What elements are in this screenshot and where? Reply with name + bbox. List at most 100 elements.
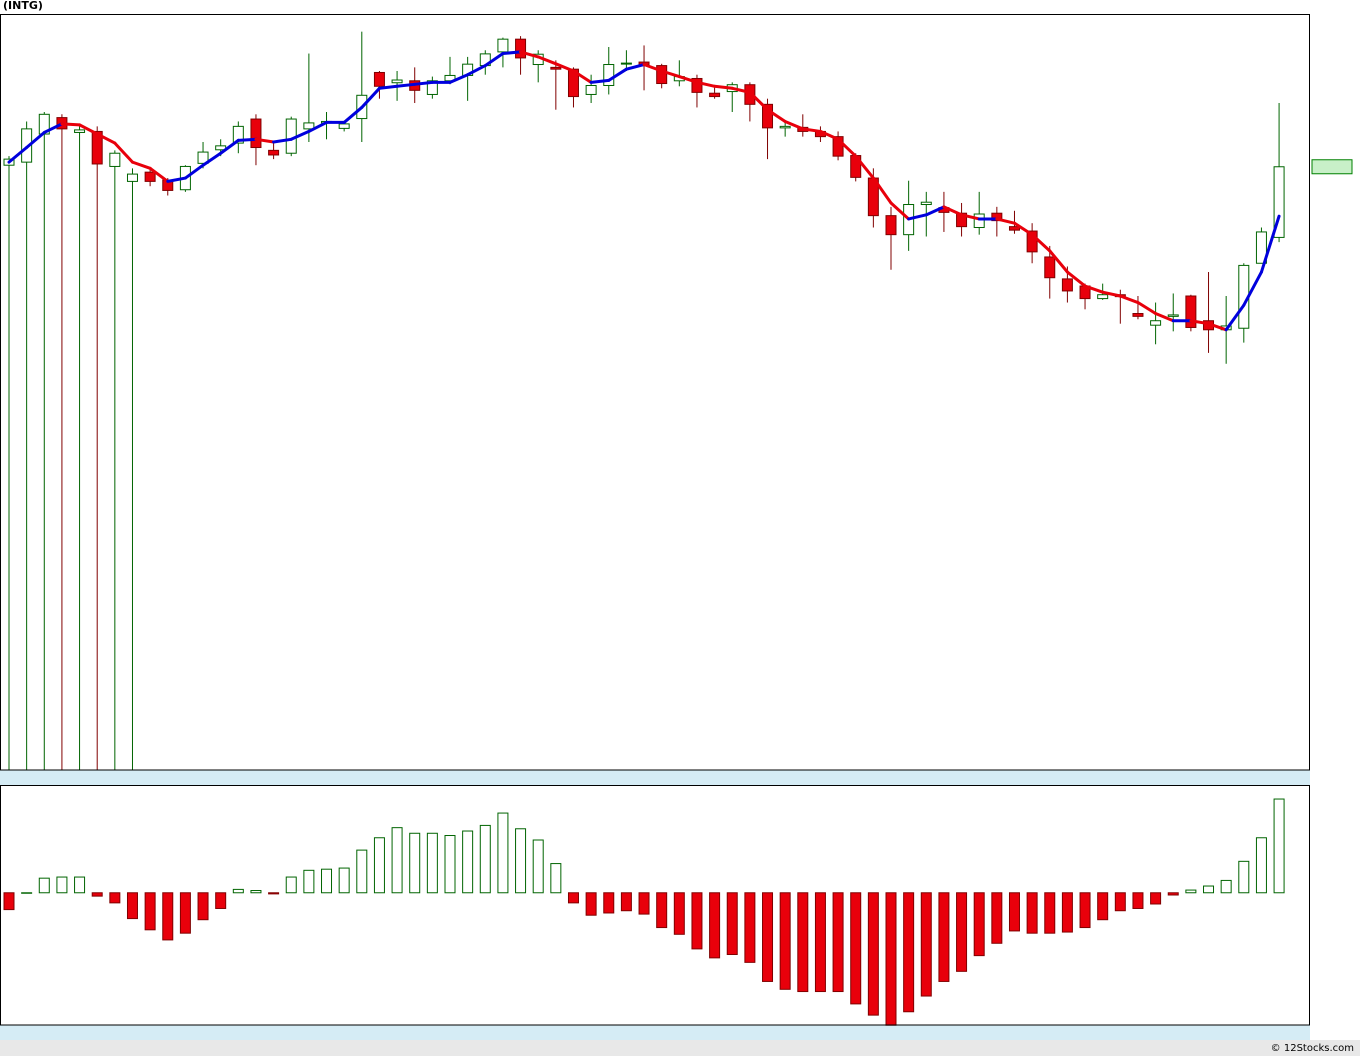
- price-box: [1311, 159, 1353, 175]
- ma-line: [42, 122, 64, 134]
- candle-body: [426, 80, 438, 95]
- candle-body: [1097, 294, 1109, 300]
- footer-bar: [0, 1040, 1360, 1056]
- ma-line: [677, 75, 699, 84]
- ma-line: [501, 50, 523, 56]
- macd-bar: [338, 867, 350, 894]
- macd-bar: [56, 876, 68, 894]
- candle-body: [920, 201, 932, 206]
- ma-line: [1136, 301, 1158, 316]
- candle-body: [1150, 320, 1162, 326]
- macd-bar: [144, 892, 156, 931]
- candle-body: [303, 122, 315, 130]
- ma-line: [871, 176, 893, 205]
- ma-line: [377, 84, 399, 90]
- ma-line: [1048, 249, 1069, 274]
- macd-bar: [585, 892, 597, 916]
- macd-bar: [1167, 892, 1179, 896]
- ma-line: [818, 129, 840, 141]
- macd-bar: [1097, 892, 1109, 921]
- ma-line: [166, 176, 187, 183]
- macd-bar: [21, 892, 33, 894]
- candle-body: [373, 71, 385, 87]
- ma-line: [307, 120, 329, 133]
- macd-bar: [691, 892, 703, 950]
- macd-bar: [109, 892, 121, 904]
- macd-bar: [973, 892, 985, 957]
- ma-line: [395, 82, 417, 88]
- ma-line: [536, 55, 558, 66]
- candle-body: [338, 123, 350, 129]
- macd-bar: [1203, 885, 1215, 894]
- panel-border: [0, 785, 1310, 1026]
- ma-line: [342, 105, 364, 124]
- candle-body: [885, 215, 897, 236]
- candle-body: [197, 151, 209, 164]
- macd-bar: [832, 892, 844, 993]
- candle-body: [232, 125, 244, 144]
- candle-body: [709, 92, 721, 98]
- macd-bar: [162, 892, 174, 941]
- macd-bar: [426, 832, 438, 894]
- candle-body: [991, 212, 1003, 222]
- macd-bar: [356, 849, 368, 894]
- candle-body: [1044, 256, 1056, 279]
- macd-bar: [1114, 892, 1126, 912]
- ma-line: [413, 80, 434, 86]
- macd-bar: [709, 892, 721, 959]
- ma-line: [466, 64, 487, 77]
- macd-bar: [179, 892, 191, 934]
- macd-bar: [1273, 798, 1285, 894]
- ma-line: [995, 217, 1016, 225]
- ma-line: [148, 166, 170, 183]
- macd-bar: [74, 876, 86, 894]
- ma-line: [1154, 312, 1175, 323]
- ma-line: [95, 132, 117, 145]
- macd-bar: [726, 892, 738, 956]
- macd-bar: [91, 892, 103, 897]
- candle-body: [391, 79, 403, 84]
- macd-bar: [797, 892, 809, 993]
- ma-line: [624, 63, 646, 71]
- candle-body: [1026, 230, 1038, 253]
- macd-bar: [956, 892, 968, 972]
- candle-body: [1008, 226, 1020, 231]
- candle-body: [21, 128, 33, 163]
- ma-line: [730, 86, 752, 94]
- ma-line: [201, 151, 223, 167]
- candle-body: [762, 103, 774, 129]
- ma-line: [1101, 290, 1122, 298]
- ma-line: [1030, 233, 1052, 253]
- ma-line: [766, 108, 787, 123]
- macd-bar: [1220, 879, 1232, 894]
- macd-bar: [1238, 860, 1250, 894]
- candle-body: [1185, 295, 1197, 328]
- ma-line: [660, 69, 681, 79]
- candle-body: [656, 65, 668, 85]
- ma-line: [183, 163, 205, 180]
- ma-line: [748, 90, 770, 112]
- macd-bar: [744, 892, 756, 963]
- ma-line: [1189, 319, 1211, 326]
- macd-bar: [444, 835, 456, 894]
- macd-bar: [373, 837, 385, 894]
- macd-bar: [1255, 837, 1267, 894]
- chart-title: (INTG): [3, 0, 43, 12]
- macd-bar: [903, 892, 915, 1013]
- candle-body: [91, 130, 103, 165]
- ma-line: [1083, 284, 1105, 294]
- candle-body: [567, 68, 579, 98]
- ma-line: [236, 137, 258, 142]
- candle-body: [1255, 231, 1267, 264]
- ma-line: [60, 122, 82, 127]
- macd-bar: [268, 892, 280, 895]
- candle-body: [585, 84, 597, 95]
- ma-line: [219, 138, 240, 155]
- macd-bar: [1026, 892, 1038, 934]
- candle-body: [832, 136, 844, 157]
- macd-bar: [638, 892, 650, 915]
- macd-bar: [321, 868, 333, 894]
- candle-body: [74, 129, 86, 133]
- ma-line: [713, 84, 734, 90]
- macd-bar: [38, 877, 50, 894]
